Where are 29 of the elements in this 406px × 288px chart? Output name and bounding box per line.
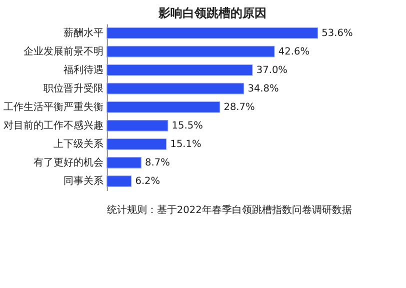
data-label: 28.7%	[224, 102, 255, 114]
bar	[106, 27, 318, 39]
bar	[106, 64, 253, 76]
data-label: 8.7%	[145, 158, 170, 169]
y-tick-label: 企业发展前景不明	[23, 45, 104, 58]
chart-title: 影响白领跳槽的原因	[157, 6, 266, 20]
y-tick-label: 福利待遇	[63, 64, 104, 76]
y-tick-label: 同事关系	[63, 175, 104, 188]
bar	[106, 156, 142, 168]
bar	[106, 101, 220, 113]
bar	[106, 82, 244, 94]
y-tick-label: 上下级关系	[53, 138, 104, 150]
data-label: 6.2%	[135, 176, 160, 188]
bar	[106, 176, 132, 187]
y-tick-label: 薪酬水平	[63, 26, 104, 39]
y-tick-label: 工作生活平衡严重失衡	[3, 101, 104, 114]
data-label: 37.0%	[256, 65, 288, 76]
data-label: 34.8%	[248, 84, 279, 95]
data-label: 15.1%	[170, 139, 202, 150]
data-label: 42.6%	[278, 46, 310, 58]
y-tick-label: 有了更好的机会	[33, 156, 104, 169]
text: 统计规则：基于2022年春季白领跳槽指数问卷调研数据	[106, 204, 352, 216]
bar	[106, 46, 275, 58]
data-label: 15.5%	[172, 120, 203, 132]
y-tick-label: 职位晋升受限	[43, 82, 104, 95]
data-label: 53.6%	[322, 28, 353, 39]
y-tick-label: 对目前的工作不感兴趣	[3, 120, 104, 132]
bar	[106, 120, 168, 132]
bar	[106, 138, 167, 150]
